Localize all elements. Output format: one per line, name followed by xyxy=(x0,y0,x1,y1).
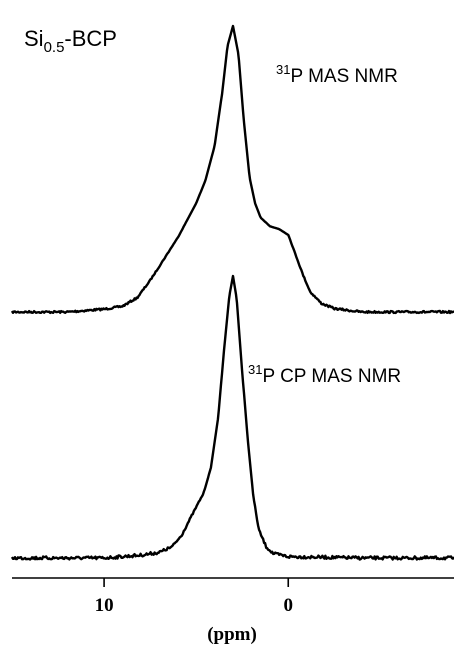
x-axis-ticks: 10 0 xyxy=(95,578,293,616)
series-label-cp-mas: 31P CP MAS NMR xyxy=(248,362,401,387)
series-label-cp-mas-text: P CP MAS NMR xyxy=(262,366,401,387)
series-label-mas: 31P MAS NMR xyxy=(276,62,398,87)
series-label-mas-text: P MAS NMR xyxy=(290,66,397,87)
x-tick-label-10: 10 xyxy=(95,595,114,616)
sample-label-subscript: 0.5 xyxy=(44,39,65,56)
sample-label-prefix: Si xyxy=(24,26,44,51)
sample-label-suffix: -BCP xyxy=(64,26,117,51)
x-tick-label-0: 0 xyxy=(284,595,294,616)
sample-label: Si0.5-BCP xyxy=(24,26,117,56)
x-axis-title: (ppm) xyxy=(207,624,257,645)
spectrum-trace-cp-mas xyxy=(10,274,454,561)
spectrum-trace-mas xyxy=(10,24,454,315)
series-label-cp-mas-isotope: 31 xyxy=(248,362,262,377)
series-label-mas-isotope: 31 xyxy=(276,62,290,77)
